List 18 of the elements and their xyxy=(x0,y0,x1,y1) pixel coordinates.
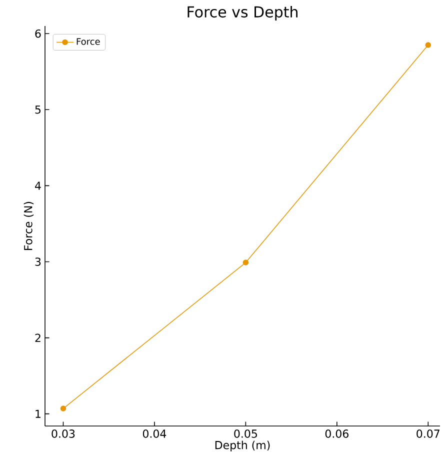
y-tick-label: 3 xyxy=(35,258,41,266)
y-axis-title: Force (N) xyxy=(24,202,34,250)
y-tick-label: 1 xyxy=(36,410,40,418)
y-tick-label: 5 xyxy=(35,106,41,114)
chart-title: Force vs Depth xyxy=(188,6,298,20)
x-tick-label: 0.05 xyxy=(234,430,257,438)
point xyxy=(242,260,249,266)
point xyxy=(425,42,432,48)
x-tick-label: 0.06 xyxy=(325,430,348,438)
x-tick-label: 0.04 xyxy=(142,430,166,438)
y-tick-label: 4 xyxy=(35,182,41,190)
x-axis-title: Depth (m) xyxy=(215,440,270,452)
point xyxy=(60,406,66,412)
x-tick-label: 0.07 xyxy=(416,430,440,438)
legend-label: Force xyxy=(76,38,100,45)
x-tick-label: 0.03 xyxy=(52,430,75,438)
y-tick-label: 6 xyxy=(35,29,41,38)
y-tick-label: 2 xyxy=(35,334,40,342)
